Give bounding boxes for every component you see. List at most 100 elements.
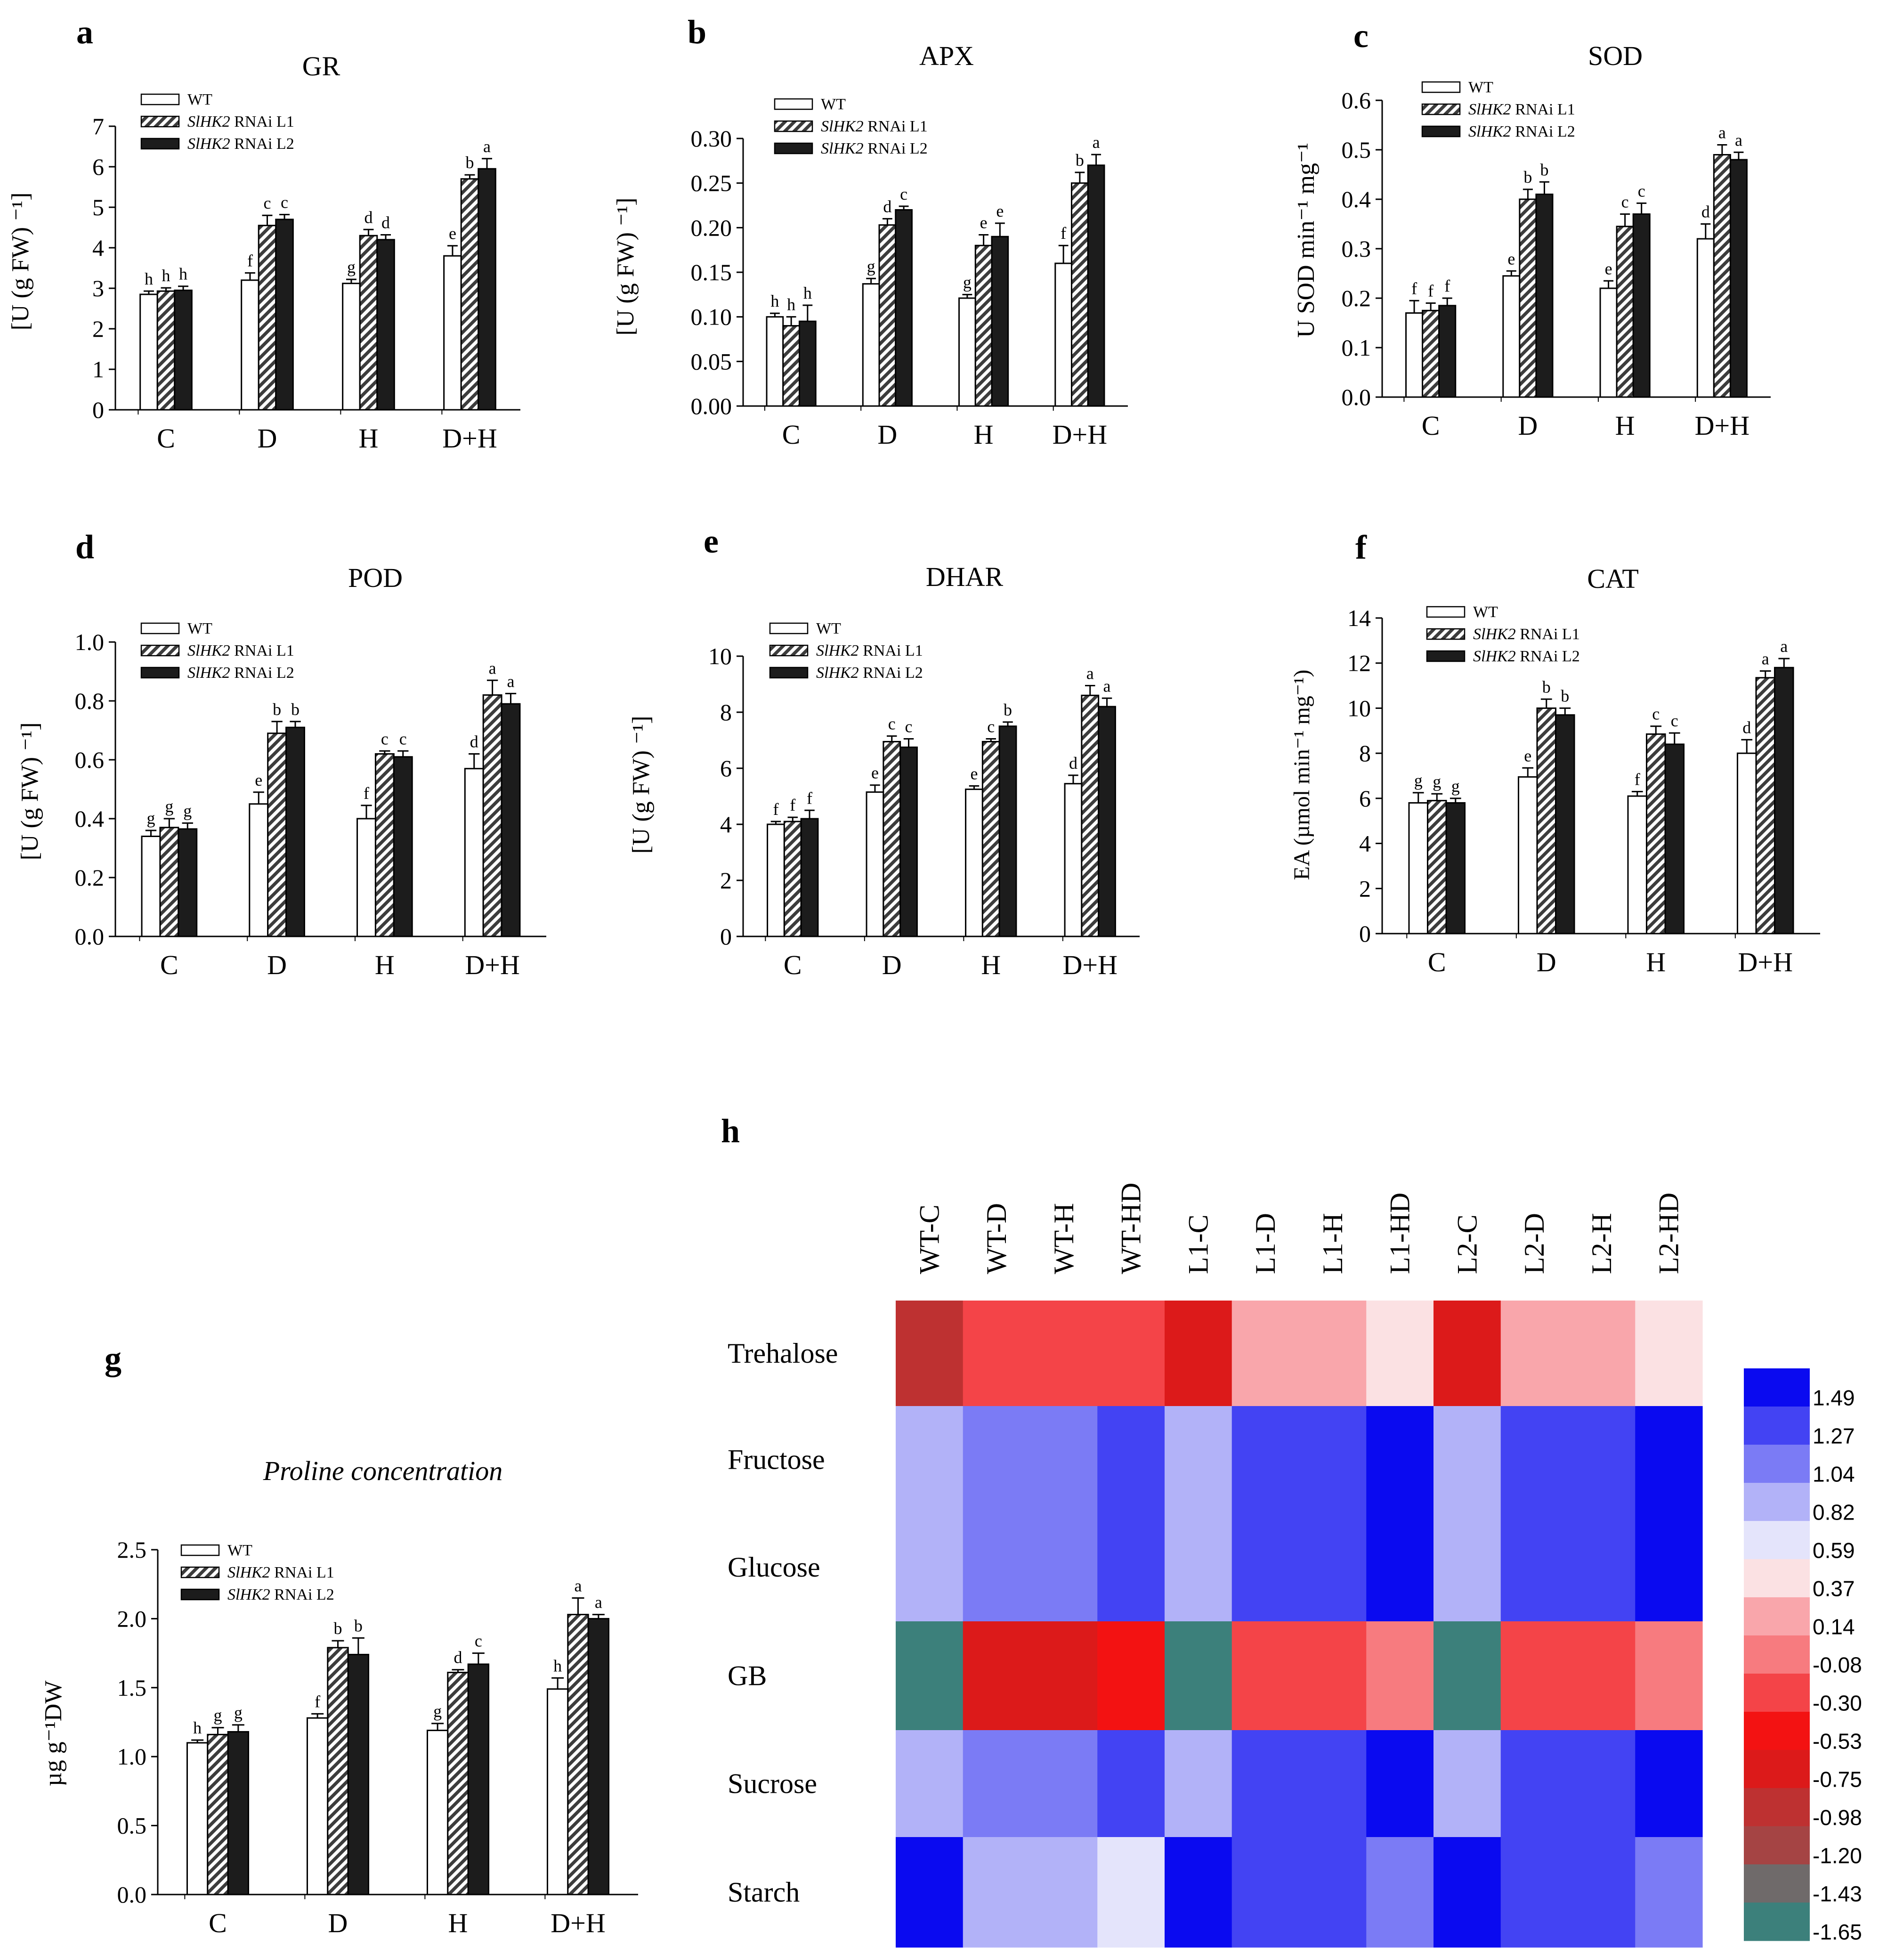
significance-letter: d [364,208,373,227]
significance-letter: c [900,185,907,203]
y-tick-label: 0.15 [691,259,732,285]
bar [783,821,802,937]
legend-swatch [180,1566,220,1578]
y-axis-label: EA (µmol min⁻¹ mg⁻¹) [1289,669,1314,880]
bar [285,726,305,937]
significance-letter: h [145,269,153,288]
heatmap-cell [963,1301,1031,1407]
heatmap-cell [1366,1513,1434,1622]
significance-letter: f [1444,277,1450,295]
legend-swatch [1426,606,1466,618]
y-axis-label: [U (g FW) ⁻¹] [612,198,639,336]
bar [965,789,983,937]
significance-letter: a [1762,649,1769,668]
heatmap-cell [1097,1837,1165,1948]
panel-letter: c [1353,17,1369,55]
heatmap-cell [896,1837,964,1948]
legend-label: WT [1468,79,1493,96]
legend-swatch [769,644,809,657]
bar [1054,262,1073,407]
heatmap-cell [1299,1406,1367,1513]
chart-panel-b: b APX 0.00 0.05 0.10 0.15 0.20 0.25 0.30 [U (g FW… [612,13,1128,450]
bar [267,732,287,937]
legend-label: SlHK2 RNAi L1 [1468,101,1575,118]
bar [991,236,1009,407]
y-tick-label: 10 [708,643,732,669]
significance-letter: b [334,1619,342,1638]
legend-label: WT [1473,603,1498,621]
bar [467,1663,490,1895]
heatmap-cell [1030,1513,1098,1622]
bar [1774,667,1794,935]
legend-label-rest: RNAi L1 [1511,101,1575,118]
legend-swatch [769,667,809,679]
significance-letter: e [449,224,456,243]
heatmap-column-label: WT-H [1048,1203,1079,1274]
significance-letter: d [454,1648,462,1667]
heatmap-cell [1434,1837,1501,1948]
significance-letter: c [399,729,407,748]
bar [878,224,897,407]
significance-letter: d [381,213,390,232]
bar [139,293,158,411]
heatmap-column-label: L2-D [1519,1213,1550,1274]
y-axis-label: [U (g FW) ⁻¹] [628,716,655,854]
legend-label-italic: SlHK2 [1468,123,1511,140]
legend-label-rest: RNAi L1 [230,113,294,130]
bar [1632,213,1651,398]
heatmap-cell [1434,1513,1501,1622]
x-tick-label: H [448,1908,468,1938]
heatmap-cell [1030,1406,1098,1513]
colorbar-segment [1744,1750,1810,1789]
significance-letter: e [1524,746,1531,765]
y-tick-label: 0.10 [691,304,732,330]
significance-letter: a [1718,123,1726,142]
bar [501,703,521,937]
heatmap-cell [1366,1406,1434,1513]
significance-letter: d [1069,754,1077,773]
y-tick-label: 10 [1347,695,1371,721]
y-tick-label: 0.8 [75,688,105,714]
heatmap-cell [896,1621,964,1731]
legend-label-italic: SlHK2 [187,135,230,153]
heatmap-cell [1097,1406,1165,1513]
panel-letter: e [704,522,719,560]
colorbar-segment [1744,1368,1810,1407]
bar [207,1733,229,1895]
colorbar-segment [1744,1407,1810,1445]
legend-label-italic: SlHK2 [1473,626,1516,643]
heatmap-cell [963,1837,1031,1948]
chart-panel-c: c SOD 0.0 0.1 0.2 0.3 0.4 0.5 0.6 U SOD min⁻¹ mg⁻… [1293,17,1771,441]
x-tick-label: H [1615,410,1635,441]
legend-label-rest: RNAi L2 [864,140,928,157]
heatmap-cell [1299,1837,1367,1948]
legend-label-italic: SlHK2 [187,642,230,659]
legend-label: SlHK2 RNAi L1 [816,642,923,659]
legend-swatch [1421,81,1461,93]
significance-letter: b [354,1616,363,1635]
heatmap-cell [1366,1621,1434,1731]
heatmap-cell [1231,1730,1300,1838]
significance-letter: g [183,801,192,820]
heatmap-cell [1500,1837,1569,1948]
y-tick-label: 0 [720,923,732,950]
heatmap-cell [963,1406,1031,1513]
y-tick-label: 8 [720,699,732,725]
significance-letter: h [787,295,795,314]
bar [1422,309,1440,398]
bar [1616,226,1634,398]
y-tick-label: 0.1 [1342,334,1371,361]
heatmap-cell [1500,1301,1569,1407]
y-tick-label: 0.6 [1342,87,1371,114]
significance-letter: e [255,771,262,789]
heatmap-row-label: Fructose [728,1444,825,1475]
heatmap-cell [1030,1837,1098,1948]
colorbar-label: 1.27 [1813,1424,1855,1448]
heatmap-cell [1231,1837,1300,1948]
significance-letter: b [1004,700,1012,719]
chart-title: DHAR [926,561,1004,592]
significance-letter: g [1433,772,1441,791]
bar [587,1618,610,1895]
bar [895,209,913,407]
